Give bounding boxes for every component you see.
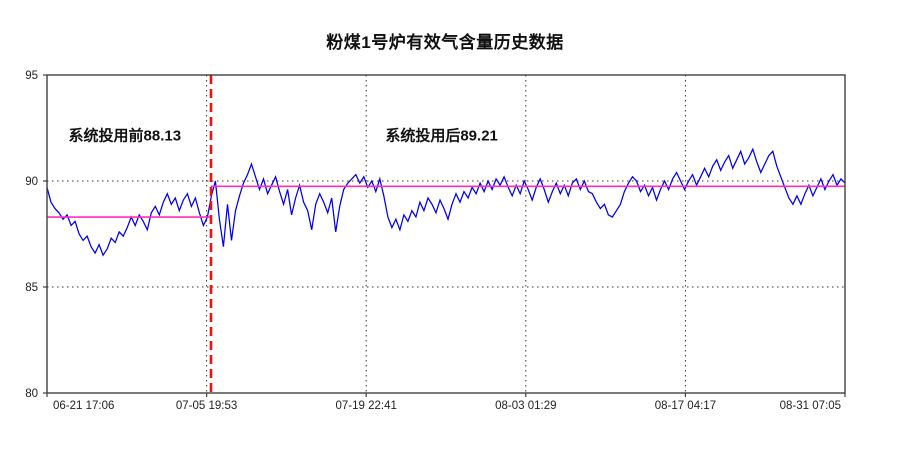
plot-border <box>46 74 846 394</box>
y-tick-label: 90 <box>25 176 38 188</box>
y-tick-label: 80 <box>25 388 38 400</box>
y-tick-label: 85 <box>25 282 38 294</box>
x-tick-label: 07-19 22:41 <box>336 400 397 412</box>
y-axis-labels: 80 85 90 95 <box>25 70 38 400</box>
annotation-before-deployment: 系统投用前88.13 <box>69 127 182 145</box>
x-tick-label: 06-21 17:06 <box>53 400 114 412</box>
x-tick-label: 08-31 07:05 <box>780 400 841 412</box>
gridlines <box>47 75 845 393</box>
data-series-line <box>46 147 846 257</box>
x-axis-labels: 06-21 17:06 07-05 19:53 07-19 22:41 08-03 0… <box>53 400 841 412</box>
y-tick-label: 95 <box>25 70 38 82</box>
x-tick-label: 08-03 01:29 <box>495 400 556 412</box>
mean-reference-lines <box>47 185 845 218</box>
x-tick-label: 07-05 19:53 <box>176 400 237 412</box>
chart-title: 粉煤1号炉有效气含量历史数据 <box>326 33 564 52</box>
axis-ticks <box>43 74 846 397</box>
annotation-after-deployment: 系统投用后89.21 <box>385 127 498 145</box>
x-tick-label: 08-17 04:17 <box>655 400 716 412</box>
